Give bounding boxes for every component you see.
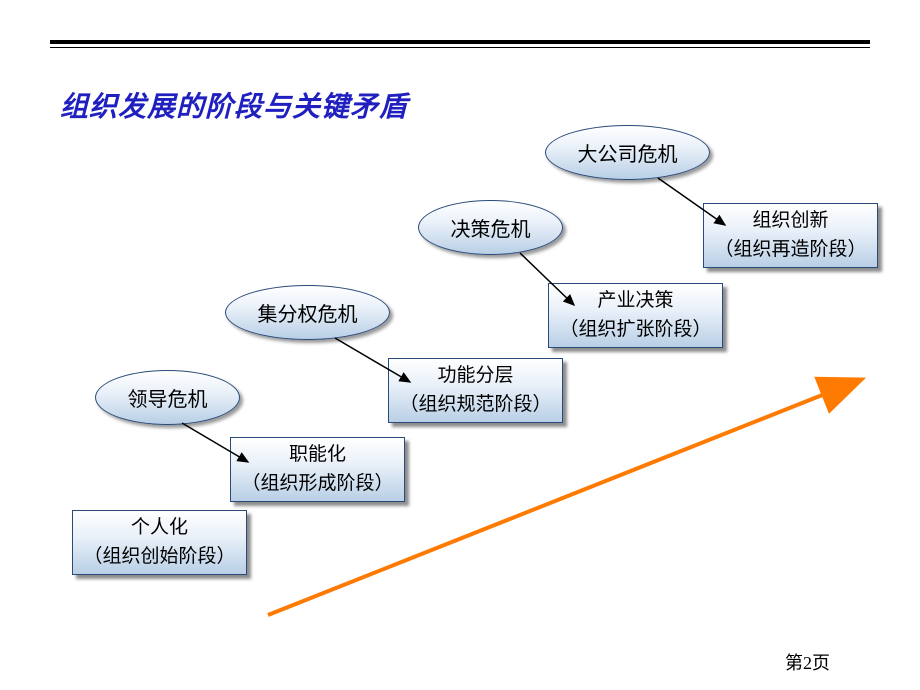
stage-line2: （组织规范阶段）: [399, 391, 551, 420]
stage-line2: （组织扩张阶段）: [559, 316, 711, 345]
stage-line1: 职能化: [289, 441, 346, 470]
stage-line1: 个人化: [131, 514, 188, 543]
crisis-ellipse-2: 集分权危机: [225, 285, 390, 340]
stage-line2: （组织形成阶段）: [241, 470, 393, 499]
arrows-layer: [0, 0, 920, 690]
stage-box-1: 个人化 （组织创始阶段）: [72, 510, 247, 575]
crisis-label: 决策危机: [451, 213, 531, 242]
stage-box-4: 产业决策 （组织扩张阶段）: [548, 283, 723, 348]
crisis-ellipse-3: 决策危机: [418, 200, 563, 255]
stage-box-3: 功能分层 （组织规范阶段）: [388, 358, 563, 423]
stage-line2: （组织创始阶段）: [83, 543, 235, 572]
crisis-label: 领导危机: [128, 383, 208, 412]
crisis-ellipse-1: 领导危机: [95, 370, 240, 425]
crisis-label: 大公司危机: [578, 138, 678, 167]
crisis-label: 集分权危机: [258, 298, 358, 327]
stage-line1: 组织创新: [752, 207, 828, 236]
stage-line1: 产业决策: [597, 287, 673, 316]
stage-box-5: 组织创新 （组织再造阶段）: [703, 203, 878, 268]
stage-box-2: 职能化 （组织形成阶段）: [230, 437, 405, 502]
stage-line1: 功能分层: [437, 362, 513, 391]
diagram-canvas: 领导危机 集分权危机 决策危机 大公司危机 个人化 （组织创始阶段） 职能化 （…: [0, 0, 920, 690]
crisis-ellipse-4: 大公司危机: [545, 125, 710, 180]
stage-line2: （组织再造阶段）: [714, 236, 866, 265]
